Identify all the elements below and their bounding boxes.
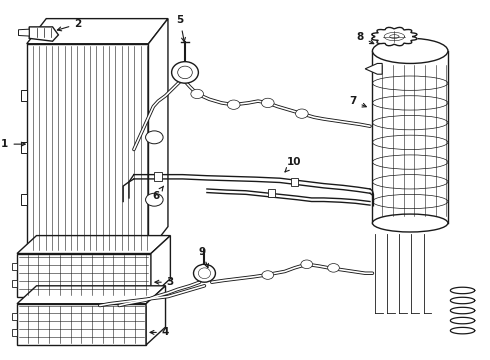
Ellipse shape <box>198 268 211 279</box>
Text: 4: 4 <box>150 327 169 337</box>
Polygon shape <box>17 286 166 304</box>
Polygon shape <box>12 263 17 270</box>
Polygon shape <box>27 19 168 44</box>
Text: 5: 5 <box>176 15 185 41</box>
Text: 7: 7 <box>349 96 367 107</box>
Ellipse shape <box>372 39 448 63</box>
Circle shape <box>146 193 163 206</box>
Polygon shape <box>27 44 148 252</box>
Polygon shape <box>21 142 27 153</box>
Polygon shape <box>21 90 27 101</box>
Polygon shape <box>12 312 17 320</box>
Polygon shape <box>21 194 27 205</box>
Circle shape <box>328 264 340 272</box>
Circle shape <box>262 98 274 108</box>
Bar <box>154 172 162 181</box>
Polygon shape <box>12 280 17 287</box>
Text: 1: 1 <box>1 139 25 149</box>
Text: 10: 10 <box>285 157 302 172</box>
Text: 8: 8 <box>357 32 374 44</box>
Bar <box>268 189 275 197</box>
Ellipse shape <box>172 62 198 83</box>
Polygon shape <box>29 27 58 41</box>
Polygon shape <box>372 27 417 46</box>
Circle shape <box>295 109 308 118</box>
Text: 3: 3 <box>155 277 174 287</box>
Circle shape <box>227 100 240 109</box>
Text: 2: 2 <box>57 19 81 31</box>
Text: 6: 6 <box>152 186 164 201</box>
Ellipse shape <box>372 214 448 232</box>
Polygon shape <box>151 235 171 297</box>
Circle shape <box>262 271 273 279</box>
Ellipse shape <box>178 66 192 79</box>
Polygon shape <box>365 63 382 74</box>
Polygon shape <box>148 19 168 252</box>
Polygon shape <box>146 286 166 345</box>
Polygon shape <box>17 253 151 297</box>
Circle shape <box>146 131 163 144</box>
Circle shape <box>301 260 313 269</box>
Polygon shape <box>12 329 17 336</box>
Polygon shape <box>17 235 171 253</box>
Polygon shape <box>19 29 29 36</box>
Bar <box>291 178 298 186</box>
Polygon shape <box>17 304 146 345</box>
Circle shape <box>191 89 203 99</box>
Ellipse shape <box>194 264 216 282</box>
Text: 9: 9 <box>198 247 208 268</box>
